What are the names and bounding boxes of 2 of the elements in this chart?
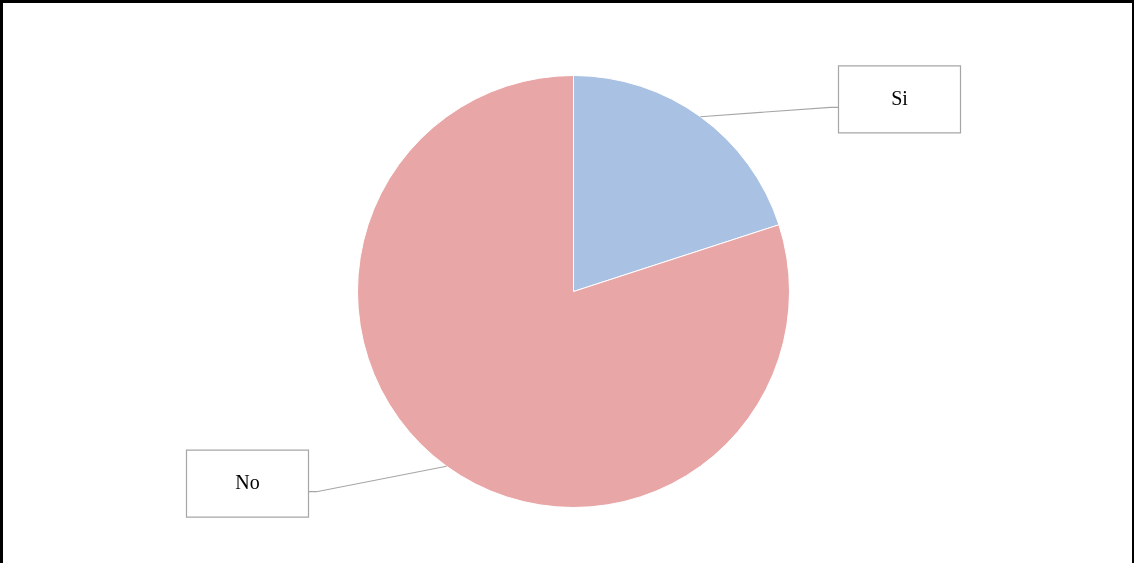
slice-label: No (235, 470, 260, 493)
slice-label: Si (891, 86, 909, 109)
